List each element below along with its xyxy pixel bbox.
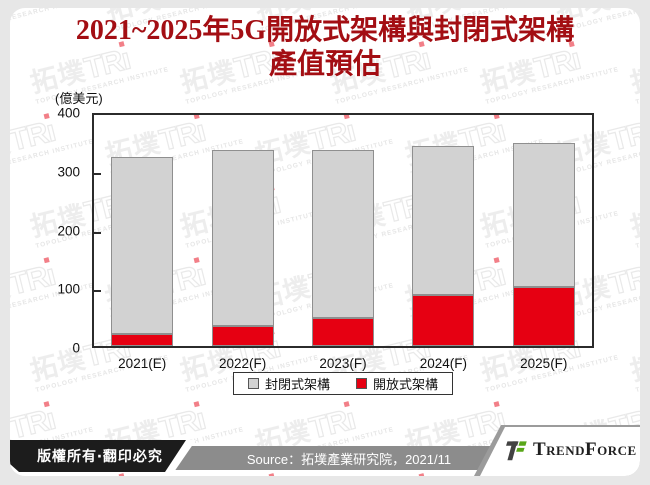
y-tick-label: 100 <box>57 281 80 297</box>
bar-segment-封閉式架構 <box>412 145 475 295</box>
legend-box: 封閉式架構 開放式架構 <box>232 372 454 395</box>
legend: 封閉式架構 開放式架構 <box>92 372 594 395</box>
trendforce-icon <box>506 441 527 461</box>
x-tick-label: 2025(F) <box>520 356 568 371</box>
copyright-text: 版權所有‧翻印必究 <box>37 448 163 464</box>
y-tick-label: 0 <box>72 340 80 356</box>
legend-swatch <box>356 378 367 389</box>
legend-label: 開放式架構 <box>373 377 439 392</box>
footer-bar: Source：拓墣產業研究院，2021/11 版權所有‧翻印必究 <box>10 440 640 472</box>
stacked-bar-chart: (億美元) 0 100 200 300 400 2021(E) 2022(F) 2023(F… <box>10 8 640 476</box>
x-tick-label: 2021(E) <box>118 356 167 371</box>
bar-2025(F) <box>512 143 575 346</box>
legend-swatch <box>247 378 259 389</box>
trendforce-logo: TrendForce <box>504 438 637 462</box>
source-bar: Source：拓墣產業研究院，2021/11 <box>160 446 502 470</box>
x-tick-label: 2024(F) <box>419 356 468 371</box>
bar-segment-開放式架構 <box>111 334 174 346</box>
bar-2021(E) <box>111 156 174 346</box>
legend-item: 封閉式架構 <box>247 374 330 393</box>
y-tick-label: 400 <box>57 105 80 121</box>
bar-segment-封閉式架構 <box>512 143 575 287</box>
trendforce-wordmark: TrendForce <box>533 439 637 460</box>
chart-title-line1: 2021~2025年5G開放式架構與封閉式架構 <box>75 15 575 46</box>
y-tick-label: 300 <box>57 164 80 180</box>
y-tick-mark <box>94 231 101 234</box>
brand-plate <box>480 427 640 476</box>
bar-segment-封閉式架構 <box>312 149 374 318</box>
bar-segment-開放式架構 <box>512 286 575 346</box>
plot-area <box>92 113 594 348</box>
legend-item: 開放式架構 <box>356 374 438 393</box>
x-tick-label: 2023(F) <box>319 356 367 371</box>
y-tick-mark <box>94 172 101 175</box>
x-tick-label: 2022(F) <box>218 356 267 371</box>
bar-segment-開放式架構 <box>312 317 374 346</box>
source-text: Source：拓墣產業研究院，2021/11 <box>246 451 452 467</box>
bar-segment-封閉式架構 <box>211 150 274 327</box>
bar-segment-開放式架構 <box>211 326 274 346</box>
chart-title: 2021~2025年5G開放式架構與封閉式架構 產值預估 <box>10 14 640 82</box>
y-axis-unit-label: (億美元) <box>55 91 103 106</box>
y-tick-label: 200 <box>57 223 80 238</box>
chart-title-line2: 產值預估 <box>268 49 381 80</box>
bar-segment-開放式架構 <box>412 294 475 346</box>
bar-2024(F) <box>412 145 475 346</box>
legend-label: 封閉式架構 <box>264 377 330 392</box>
y-tick-mark <box>94 290 101 293</box>
bar-2022(F) <box>211 150 274 346</box>
copyright-ribbon: 版權所有‧翻印必究 <box>10 440 186 472</box>
bar-segment-封閉式架構 <box>111 156 174 335</box>
bar-2023(F) <box>312 149 374 346</box>
